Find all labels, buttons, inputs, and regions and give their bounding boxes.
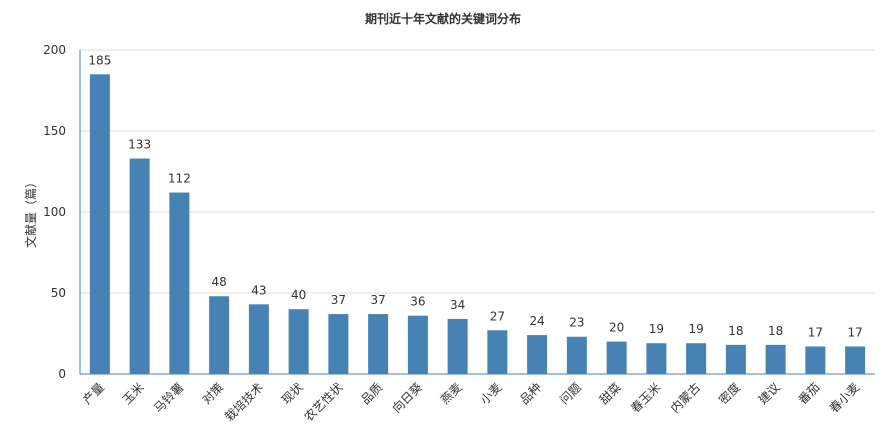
bar	[248, 304, 269, 374]
data-label: 19	[649, 322, 664, 336]
x-tick-label: 玉米	[120, 380, 147, 407]
x-tick-label: 品质	[358, 380, 385, 407]
y-tick-label: 50	[51, 286, 66, 300]
x-tick-label: 产量	[80, 380, 107, 407]
x-tick-label: 内蒙古	[667, 380, 703, 416]
bar	[566, 336, 587, 374]
bar	[89, 74, 110, 375]
data-label: 34	[450, 298, 465, 312]
x-tick-label: 对策	[199, 380, 226, 407]
data-label: 17	[808, 325, 823, 339]
data-label: 18	[728, 324, 743, 338]
data-label: 48	[211, 275, 226, 289]
y-tick-label: 150	[43, 124, 66, 138]
bar	[447, 318, 468, 374]
bar	[487, 330, 508, 374]
data-label: 20	[609, 321, 624, 335]
data-label: 133	[128, 138, 151, 152]
y-tick-label: 0	[58, 367, 66, 381]
data-labels: 185 133 112 48 43 40 37 37 36 34 27 24 23 20 19 19 18 18 1…	[88, 53, 862, 339]
data-label: 24	[529, 314, 544, 328]
bars	[89, 74, 866, 375]
data-label: 40	[291, 288, 306, 302]
x-tick-label: 建议	[756, 380, 783, 407]
x-tick-label: 现状	[279, 380, 306, 407]
data-label: 17	[847, 325, 862, 339]
grid-lines	[80, 49, 875, 294]
bar	[686, 343, 707, 374]
y-tick-label: 100	[43, 205, 66, 219]
bar	[845, 346, 866, 374]
bar	[527, 335, 548, 374]
bar	[606, 341, 627, 374]
bar	[209, 296, 230, 374]
chart-title: 期刊近十年文献的关键词分布	[365, 11, 521, 26]
bar	[129, 158, 150, 374]
y-tick-label: 200	[43, 43, 66, 57]
x-tick-label: 向日葵	[389, 380, 425, 416]
data-label: 18	[768, 324, 783, 338]
data-label: 19	[688, 322, 703, 336]
data-label: 185	[88, 53, 111, 67]
x-tick-label: 栽培技术	[221, 380, 266, 425]
data-label: 37	[370, 293, 385, 307]
x-tick-label: 春小麦	[827, 380, 862, 415]
bar	[646, 343, 667, 374]
data-label: 23	[569, 316, 584, 330]
data-label: 112	[168, 172, 191, 186]
x-tick-label: 小麦	[478, 380, 505, 407]
x-tick-label: 燕麦	[438, 380, 465, 407]
bar	[805, 346, 826, 374]
x-tick-label: 甜菜	[597, 380, 624, 407]
x-tick-label: 问题	[557, 380, 584, 407]
x-tick-label: 品种	[517, 380, 544, 407]
bar	[407, 315, 428, 374]
bar	[725, 344, 746, 374]
data-label: 36	[410, 295, 425, 309]
x-tick-label: 春玉米	[628, 380, 663, 415]
bar	[368, 314, 389, 374]
data-label: 43	[251, 283, 266, 297]
y-axis-label: 文献量（篇）	[23, 176, 38, 248]
x-tick-label: 密度	[715, 380, 743, 408]
bar	[288, 309, 309, 374]
data-label: 27	[490, 309, 505, 323]
bar	[169, 192, 190, 374]
data-label: 37	[331, 293, 346, 307]
x-tick-label: 农艺性状	[302, 380, 346, 424]
y-axis-ticks: 0 50 100 150 200	[43, 43, 66, 381]
bar	[328, 314, 349, 374]
x-tick-label: 马铃薯	[150, 380, 186, 416]
x-tick-label: 番茄	[796, 380, 823, 407]
bar	[765, 344, 786, 374]
